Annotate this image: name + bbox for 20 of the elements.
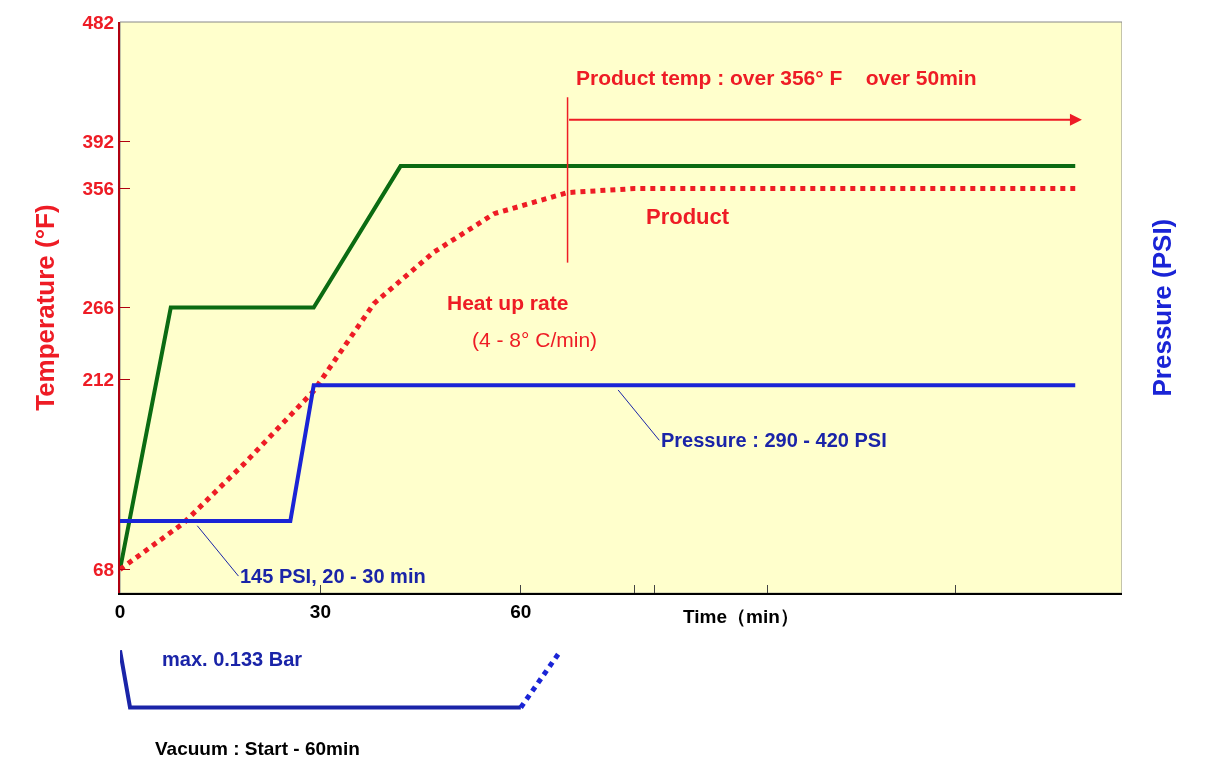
- data-label: Pressure : 290 - 420 PSI: [661, 429, 887, 451]
- y-tick-label: 356: [82, 178, 115, 200]
- text: Vacuum : Start - 60min: [155, 738, 360, 759]
- annotation: Heat up rate: [447, 291, 569, 314]
- annotation: (4 - 8° C/min): [472, 328, 598, 351]
- data-label: 145 PSI, 20 - 30 min: [240, 565, 426, 587]
- text: max. 0.133 Bar: [162, 648, 303, 670]
- x-tick-label: 30: [309, 601, 331, 622]
- ref-line-label: Product temp : over 356° F over 50min: [576, 66, 977, 89]
- y-tick-label: 68: [93, 559, 115, 581]
- y2-axis-title: Pressure (PSI): [1146, 218, 1177, 397]
- series-label: Product: [646, 204, 730, 229]
- y-tick-label: 212: [82, 368, 115, 390]
- y-tick-label: 266: [82, 297, 115, 319]
- y-tick-label: 392: [82, 130, 115, 152]
- x-tick-label: 60: [510, 601, 532, 622]
- x-axis-title: Time（min）: [683, 606, 799, 627]
- y-axis-title: Temperature (°F): [30, 204, 61, 411]
- x-tick-label: 0: [114, 601, 126, 622]
- y-tick-label: 482: [82, 11, 115, 33]
